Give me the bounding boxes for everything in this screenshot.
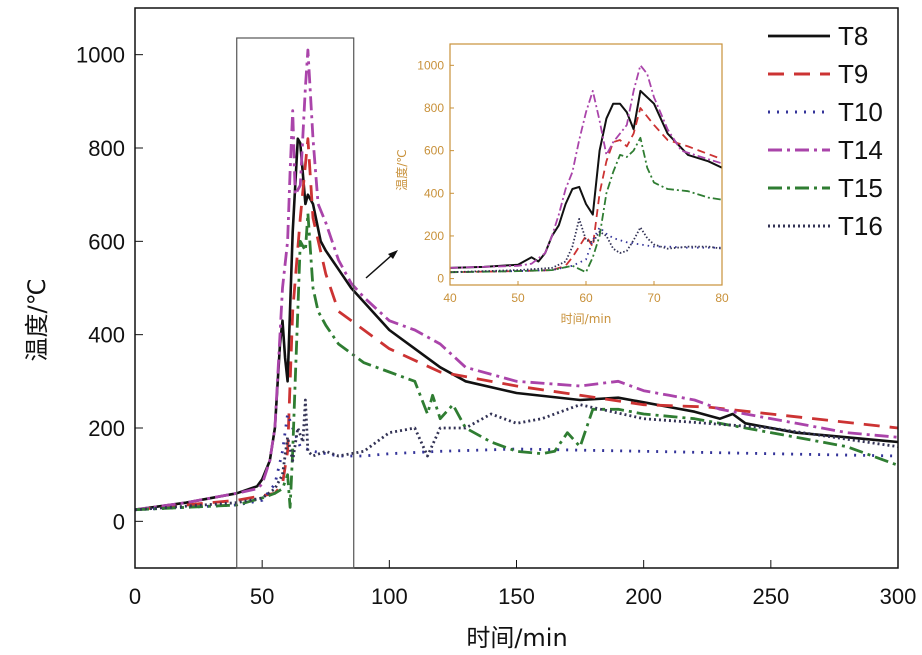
legend-label-t14: T14 xyxy=(838,135,883,165)
inset-series-t14 xyxy=(450,64,722,269)
main-x-tick-label: 150 xyxy=(498,584,535,609)
legend-label-t10: T10 xyxy=(838,97,883,127)
inset-y-tick-label: 1000 xyxy=(417,58,444,72)
inset-x-tick-label: 80 xyxy=(715,291,729,305)
inset-plot: 40 50 60 70 80 0 200 400 600 800 1000 时间/min 温度/℃ xyxy=(394,43,729,326)
main-series-t14 xyxy=(135,48,898,512)
main-x-tick-label: 100 xyxy=(371,584,408,609)
legend-label-t16: T16 xyxy=(838,211,883,241)
main-x-tick-label: 0 xyxy=(129,584,141,609)
inset-series-t9 xyxy=(450,107,722,274)
inset-y-tick-label: 0 xyxy=(437,272,444,286)
inset-x-tick-label: 70 xyxy=(647,291,661,305)
inset-series-t8 xyxy=(450,89,722,269)
inset-y-tick-label: 200 xyxy=(424,229,444,243)
inset-y-tick-label: 800 xyxy=(424,101,444,115)
inset-background xyxy=(450,44,722,285)
inset-y-tick-label: 600 xyxy=(424,144,444,158)
main-x-ticks: 0 50 100 150 200 250 300 xyxy=(129,560,916,609)
legend: T8 T9 T10 T14 T15 T16 xyxy=(768,21,883,241)
main-y-tick-label: 1000 xyxy=(76,43,125,68)
main-series-t10 xyxy=(135,412,898,512)
main-y-ticks: 0 200 400 600 800 1000 xyxy=(76,43,143,534)
main-y-tick-label: 400 xyxy=(88,323,125,348)
inset-series-t16 xyxy=(450,218,722,274)
legend-label-t15: T15 xyxy=(838,173,883,203)
main-x-tick-label: 50 xyxy=(250,584,274,609)
main-y-tick-label: 600 xyxy=(88,229,125,254)
main-plot-lines xyxy=(135,48,898,512)
inset-y-axis-title: 温度/℃ xyxy=(394,149,409,191)
main-series-t15 xyxy=(135,211,898,512)
main-y-tick-label: 800 xyxy=(88,136,125,161)
inset-x-tick-label: 40 xyxy=(443,291,457,305)
main-x-tick-label: 200 xyxy=(625,584,662,609)
y-axis-title: 温度/℃ xyxy=(23,278,51,361)
main-x-tick-label: 300 xyxy=(880,584,917,609)
legend-label-t8: T8 xyxy=(838,21,868,51)
x-axis-title: 时间/min xyxy=(466,624,567,652)
main-y-tick-label: 0 xyxy=(113,509,125,534)
inset-x-ticks: 40 50 60 70 80 xyxy=(443,281,729,305)
inset-plot-lines xyxy=(450,64,722,274)
zoom-arrow xyxy=(365,250,398,279)
inset-series-t15 xyxy=(450,136,722,274)
inset-x-axis-title: 时间/min xyxy=(561,312,612,326)
main-y-tick-label: 200 xyxy=(88,416,125,441)
legend-label-t9: T9 xyxy=(838,59,868,89)
inset-y-ticks: 0 200 400 600 800 1000 xyxy=(417,58,454,286)
inset-x-tick-label: 60 xyxy=(579,291,593,305)
inset-y-tick-label: 400 xyxy=(424,186,444,200)
inset-x-tick-label: 50 xyxy=(511,291,525,305)
zoom-window-box xyxy=(236,37,355,569)
main-x-tick-label: 250 xyxy=(752,584,789,609)
